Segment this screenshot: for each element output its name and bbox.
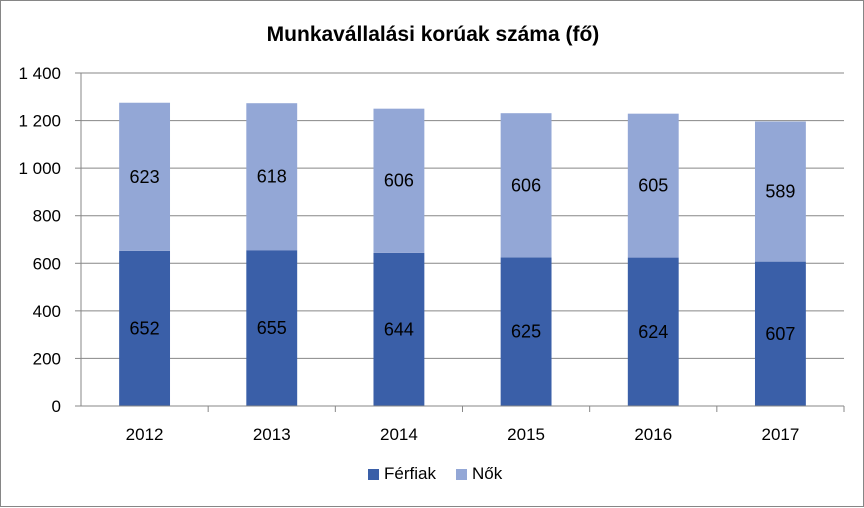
y-tick-label: 1 000 (18, 159, 61, 178)
bar-segment (246, 103, 298, 251)
gridlines (81, 72, 844, 359)
axes: 0 200 400 600 800 1 000 1 200 1 400 2012 2013 2014… (18, 64, 845, 444)
legend-swatch (368, 469, 379, 480)
bar-segment (500, 257, 552, 406)
data-label: 606 (511, 175, 541, 195)
y-tick-label: 800 (33, 207, 61, 226)
y-tick-label: 1 400 (18, 64, 61, 83)
data-label: 605 (638, 176, 668, 196)
data-label: 644 (384, 319, 414, 339)
x-tick-label: 2015 (507, 425, 545, 444)
legend-swatch (456, 469, 467, 480)
y-tick-label: 1 200 (18, 112, 61, 131)
legend: Férfiak Nők (368, 464, 503, 483)
x-tick-label: 2013 (253, 425, 291, 444)
bar-segment (754, 121, 806, 262)
bar-segment (627, 113, 679, 258)
data-label: 623 (130, 167, 160, 187)
y-tick-label: 600 (33, 254, 61, 273)
y-tick-label: 200 (33, 349, 61, 368)
data-label: 655 (257, 318, 287, 338)
bar-segment (119, 102, 171, 251)
bar-segment (754, 261, 806, 406)
data-label: 607 (765, 324, 795, 344)
data-label: 652 (130, 318, 160, 338)
bar-segment (500, 113, 552, 258)
data-label: 606 (384, 171, 414, 191)
bar-segment (246, 250, 298, 406)
y-tick-label: 400 (33, 302, 61, 321)
bar-segment (373, 108, 425, 253)
bar-segment (373, 252, 425, 406)
data-label: 625 (511, 322, 541, 342)
legend-label: Nők (472, 464, 503, 483)
x-tick-label: 2017 (762, 425, 800, 444)
x-tick-label: 2016 (634, 425, 672, 444)
chart-title: Munkavállalási korúak száma (fő) (267, 23, 600, 46)
legend-label: Férfiak (384, 464, 436, 483)
y-tick-label: 0 (52, 397, 61, 416)
data-label: 624 (638, 322, 668, 342)
bar-segment (119, 250, 171, 406)
bar-segment (627, 257, 679, 406)
x-tick-label: 2014 (380, 425, 418, 444)
x-tick-label: 2012 (126, 425, 164, 444)
bars (119, 102, 806, 406)
data-label: 589 (765, 182, 795, 202)
data-labels: 652 623 655 618 644 606 625 606 624 605 607 589 (130, 167, 796, 344)
data-label: 618 (257, 167, 287, 187)
